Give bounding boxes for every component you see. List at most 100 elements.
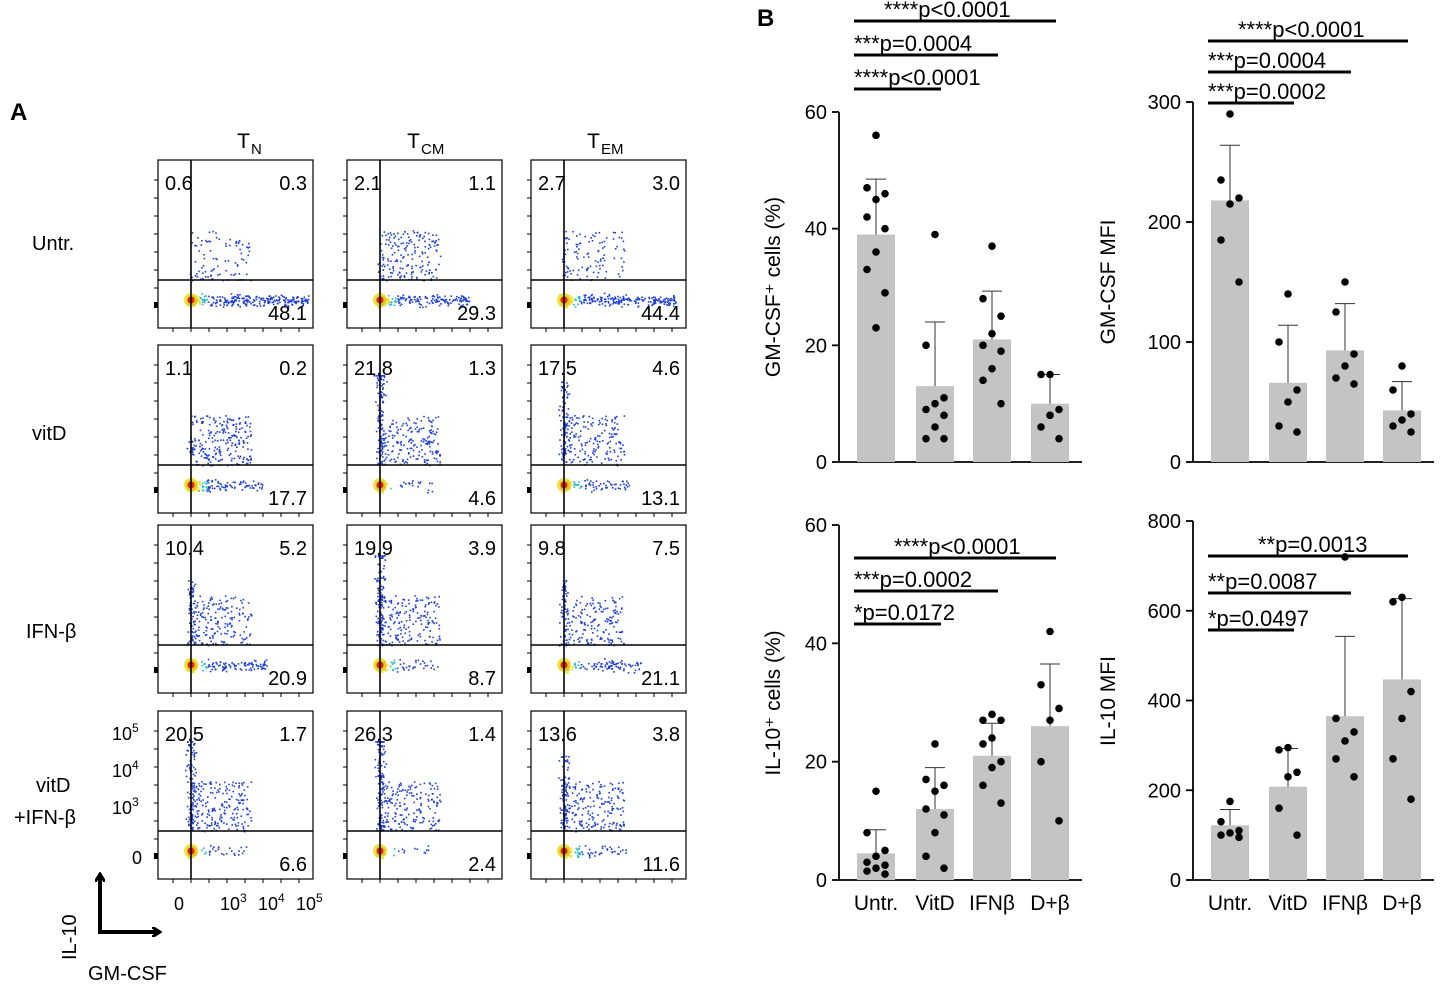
quadrant-value-lower-right: 29.3 [457, 303, 496, 325]
data-point [872, 195, 880, 204]
quadrant-value-lower-right: 2.4 [468, 854, 496, 876]
data-point [1217, 817, 1225, 826]
y-tick-label: 0 [1170, 870, 1181, 892]
data-point [922, 405, 930, 414]
data-point [1046, 370, 1054, 379]
data-point [988, 329, 996, 338]
quadrant-value-upper-left: 2.7 [538, 173, 566, 195]
data-point [863, 828, 871, 837]
quadrant-value-lower-right: 20.9 [268, 668, 307, 690]
data-point [940, 394, 948, 402]
data-point [1055, 817, 1063, 825]
data-point [1217, 176, 1225, 184]
quadrant-value-upper-right: 3.8 [652, 724, 680, 746]
col-header-tn-main: T [237, 130, 250, 153]
data-point [1332, 308, 1340, 316]
flow-plots-layer: 0.6 0.3 48.1 2.1 1.1 29.3 2.7 3.0 44.4 1.1 0.2 17.7… [154, 159, 687, 883]
flow-plot-r3-c0: 20.5 1.7 6.6 [154, 710, 314, 883]
quadrant-value-lower-right: 11.6 [643, 854, 680, 876]
quadrant-value-upper-right: 3.0 [652, 173, 680, 195]
quadrant-value-upper-left: 1.1 [165, 358, 193, 380]
flow-plot-frame [157, 344, 314, 514]
data-point [979, 781, 987, 790]
data-point [863, 213, 871, 221]
data-point [1398, 593, 1406, 602]
data-point [1332, 374, 1340, 382]
bar-0 [1211, 200, 1249, 462]
flow-y-tick-labels: 105 104 103 0 [112, 721, 142, 868]
quadrant-value-upper-right: 1.7 [279, 724, 307, 746]
data-point [1284, 743, 1292, 752]
significance-label: ****p<0.0001 [884, 0, 1011, 22]
panel-b-label: B [757, 5, 774, 32]
y-tick-label: 60 [805, 102, 827, 124]
y-axis-label: IL-10⁺ cells (%) [762, 630, 785, 775]
data-point [881, 224, 889, 233]
quadrant-value-upper-left: 0.6 [165, 173, 193, 195]
col-header-tcm-sub: CM [421, 141, 444, 158]
data-point [997, 716, 1005, 725]
data-point [988, 763, 996, 772]
data-point [988, 364, 996, 373]
flow-x-tick-labels: 0 103 104 105 [174, 891, 323, 914]
bar-2 [973, 339, 1011, 462]
data-point [1389, 597, 1397, 606]
quadrant-value-upper-right: 0.2 [279, 358, 307, 380]
x-tick-label: D+β [1382, 892, 1422, 915]
panel-a-label: A [10, 99, 27, 126]
data-point [1350, 772, 1358, 781]
significance-label: ***p=0.0004 [1208, 48, 1326, 73]
data-point [1407, 410, 1415, 418]
bar-charts-layer: 0 20 40 60 GM-CSF⁺ cells (%) ****p<0.0001 ***p… [762, 0, 1434, 915]
data-point [979, 740, 987, 748]
significance-label: *p=0.0172 [854, 600, 955, 625]
data-point [1055, 434, 1063, 443]
data-point [1389, 386, 1397, 394]
flow-y-tick-1e4: 104 [112, 758, 139, 781]
data-point [940, 781, 948, 790]
y-tick-label: 800 [1148, 511, 1181, 533]
row-label-ifnb: IFN-β [26, 621, 76, 643]
data-point [979, 376, 987, 385]
significance-label: ****p<0.0001 [894, 534, 1021, 559]
data-point [1398, 714, 1406, 723]
flow-plot-r1-c0: 1.1 0.2 17.7 [154, 344, 314, 517]
data-point [1284, 772, 1292, 781]
data-point [1275, 804, 1283, 812]
flow-plot-r0-c2: 2.7 3.0 44.4 [527, 159, 687, 332]
data-point [1398, 416, 1406, 424]
data-point [997, 757, 1005, 766]
data-point [931, 399, 939, 408]
bar-2 [973, 755, 1011, 880]
axis-y-label-il10: IL-10 [59, 914, 81, 960]
data-point [1350, 728, 1358, 736]
bar-chart-2: 0 20 40 60 IL-10⁺ cells (%) Untr. VitD IFNβ D+β *… [762, 515, 1082, 915]
quadrant-value-lower-right: 21.1 [641, 668, 680, 690]
data-point [1235, 826, 1243, 835]
data-point [1407, 428, 1415, 436]
data-point [1217, 236, 1225, 244]
data-point [940, 434, 948, 443]
significance-label: ***p=0.0004 [854, 31, 972, 56]
bar-0 [857, 234, 895, 462]
data-point [1407, 687, 1415, 696]
col-header-tcm-main: T [407, 130, 420, 153]
y-tick-label: 200 [1148, 780, 1181, 802]
y-tick-label: 0 [816, 870, 827, 892]
data-point [922, 805, 930, 813]
data-point [997, 399, 1005, 408]
bar-1 [1269, 382, 1307, 462]
data-point [872, 248, 880, 256]
data-point [872, 131, 880, 140]
y-tick-label: 200 [1148, 212, 1181, 234]
x-tick-label: IFNβ [969, 892, 1015, 915]
data-point [863, 867, 871, 875]
quadrant-value-upper-left: 10.4 [165, 538, 204, 560]
data-point [872, 852, 880, 861]
data-point [1055, 704, 1063, 713]
quadrant-value-upper-right: 4.6 [652, 358, 680, 380]
row-label-combo-line2: +IFN-β [14, 807, 76, 829]
data-point [1226, 200, 1234, 208]
data-point [1275, 338, 1283, 346]
